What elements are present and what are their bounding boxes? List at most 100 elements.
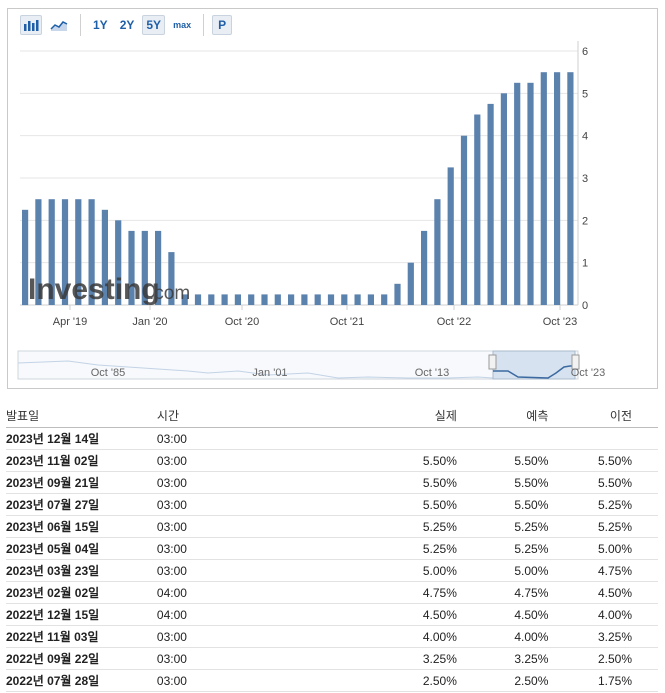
- table-row: 2023년 06월 15일 03:00 5.25% 5.25% 5.25%: [6, 515, 658, 538]
- row-date: 2023년 05월 04일: [6, 537, 157, 560]
- navigator-label: Jan '01: [252, 367, 287, 379]
- row-forecast: 4.75%: [456, 581, 549, 604]
- y-tick-label: 1: [582, 258, 588, 270]
- bar[interactable]: [288, 294, 295, 305]
- bar[interactable]: [274, 294, 281, 305]
- row-forecast: 5.00%: [456, 559, 549, 582]
- bar[interactable]: [527, 82, 534, 306]
- range-5y-button[interactable]: 5Y: [142, 15, 166, 35]
- table-body: 2023년 12월 14일 03:00 2023년 11월 02일 03:00 5.50…: [6, 427, 658, 692]
- bar[interactable]: [261, 294, 268, 305]
- bar[interactable]: [248, 294, 255, 305]
- row-forecast: 4.00%: [456, 625, 549, 648]
- range-max-button[interactable]: max: [173, 20, 192, 30]
- bar-series: [22, 72, 574, 306]
- row-previous: 4.75%: [548, 559, 658, 582]
- bar[interactable]: [540, 72, 547, 305]
- bar[interactable]: [35, 199, 42, 305]
- bar[interactable]: [327, 294, 335, 305]
- row-time: 04:00: [156, 581, 306, 604]
- bar[interactable]: [341, 294, 348, 305]
- navigator[interactable]: Oct '85 Jan '01 Oct '13 Oct '23: [17, 350, 605, 380]
- bar[interactable]: [474, 114, 481, 306]
- row-time: 03:00: [156, 493, 306, 516]
- row-previous: 5.25%: [548, 515, 658, 538]
- row-date: 2022년 12월 15일: [6, 603, 157, 626]
- bar[interactable]: [381, 294, 388, 305]
- bar[interactable]: [407, 262, 414, 305]
- row-actual: 2.50%: [305, 669, 457, 692]
- navigator-left-handle[interactable]: [488, 354, 497, 370]
- row-date: 2023년 11월 02일: [6, 449, 157, 472]
- row-date: 2023년 02월 02일: [6, 581, 157, 604]
- bar[interactable]: [354, 294, 361, 305]
- row-date: 2023년 03월 23일: [6, 559, 157, 582]
- header-date[interactable]: 발표일: [6, 403, 157, 428]
- row-forecast: 5.25%: [456, 537, 549, 560]
- p-button[interactable]: P: [212, 15, 233, 35]
- bar[interactable]: [554, 72, 561, 305]
- row-actual: 3.25%: [305, 647, 457, 670]
- row-time: 03:00: [156, 449, 306, 472]
- row-date: 2022년 07월 28일: [6, 669, 157, 692]
- bar[interactable]: [61, 199, 69, 305]
- bar[interactable]: [447, 167, 454, 305]
- header-previous[interactable]: 이전: [548, 403, 658, 428]
- navigator-selection[interactable]: [492, 350, 576, 380]
- bar[interactable]: [115, 220, 122, 305]
- bar[interactable]: [234, 294, 241, 305]
- navigator-right-handle[interactable]: [571, 354, 580, 370]
- bar[interactable]: [101, 209, 108, 306]
- row-date: 2023년 07월 27일: [6, 493, 157, 516]
- row-previous: 5.00%: [548, 537, 658, 560]
- header-time[interactable]: 시간: [156, 403, 306, 428]
- row-actual: 4.50%: [305, 603, 457, 626]
- bar[interactable]: [367, 294, 374, 305]
- row-forecast: 5.50%: [456, 449, 549, 472]
- range-1y-button[interactable]: 1Y: [93, 18, 108, 32]
- bar-chart-icon[interactable]: [20, 15, 42, 35]
- bar[interactable]: [181, 294, 188, 305]
- header-forecast[interactable]: 예측: [456, 403, 549, 428]
- bar[interactable]: [314, 294, 321, 305]
- row-date: 2022년 11월 03일: [6, 625, 157, 648]
- bar[interactable]: [155, 230, 162, 305]
- bar[interactable]: [514, 82, 521, 306]
- x-tick-label: Jan '20: [132, 316, 167, 328]
- bar[interactable]: [168, 252, 175, 305]
- bar[interactable]: [567, 72, 574, 305]
- toolbar-separator: [80, 14, 81, 36]
- x-axis-ticks: Apr '19 Jan '20 Oct '20 Oct '21 Oct '22 Oct '…: [53, 305, 577, 328]
- bar[interactable]: [22, 209, 29, 306]
- bar[interactable]: [487, 103, 494, 306]
- bar[interactable]: [208, 294, 215, 305]
- bar[interactable]: [301, 294, 308, 305]
- row-actual: [305, 427, 457, 450]
- bar[interactable]: [88, 199, 95, 305]
- bar[interactable]: [128, 230, 135, 305]
- bar[interactable]: [500, 93, 507, 305]
- row-forecast: 5.25%: [456, 515, 549, 538]
- bar[interactable]: [421, 230, 428, 305]
- area-chart-icon[interactable]: [48, 15, 70, 35]
- x-tick-label: Oct '20: [225, 316, 260, 328]
- y-tick-label: 5: [582, 88, 588, 100]
- table-row: 2023년 03월 23일 03:00 5.00% 5.00% 4.75%: [6, 559, 658, 582]
- bar[interactable]: [394, 283, 401, 305]
- row-time: 03:00: [156, 427, 306, 450]
- row-previous: 5.25%: [548, 493, 658, 516]
- bar[interactable]: [194, 294, 202, 305]
- bar[interactable]: [48, 199, 55, 305]
- bar[interactable]: [460, 135, 468, 305]
- range-2y-button[interactable]: 2Y: [119, 18, 135, 32]
- chart-panel: Investing .com 0 1 2 3 4 5 6 Apr '19 Jan '20 Oct…: [7, 8, 658, 389]
- header-actual[interactable]: 실제: [305, 403, 457, 428]
- y-tick-label: 6: [582, 46, 588, 58]
- bar[interactable]: [141, 230, 148, 305]
- row-previous: [548, 427, 658, 450]
- navigator-label: Oct '85: [91, 367, 126, 379]
- row-previous: 4.50%: [548, 581, 658, 604]
- bar[interactable]: [75, 199, 82, 305]
- bar[interactable]: [221, 294, 228, 305]
- bar[interactable]: [434, 199, 441, 305]
